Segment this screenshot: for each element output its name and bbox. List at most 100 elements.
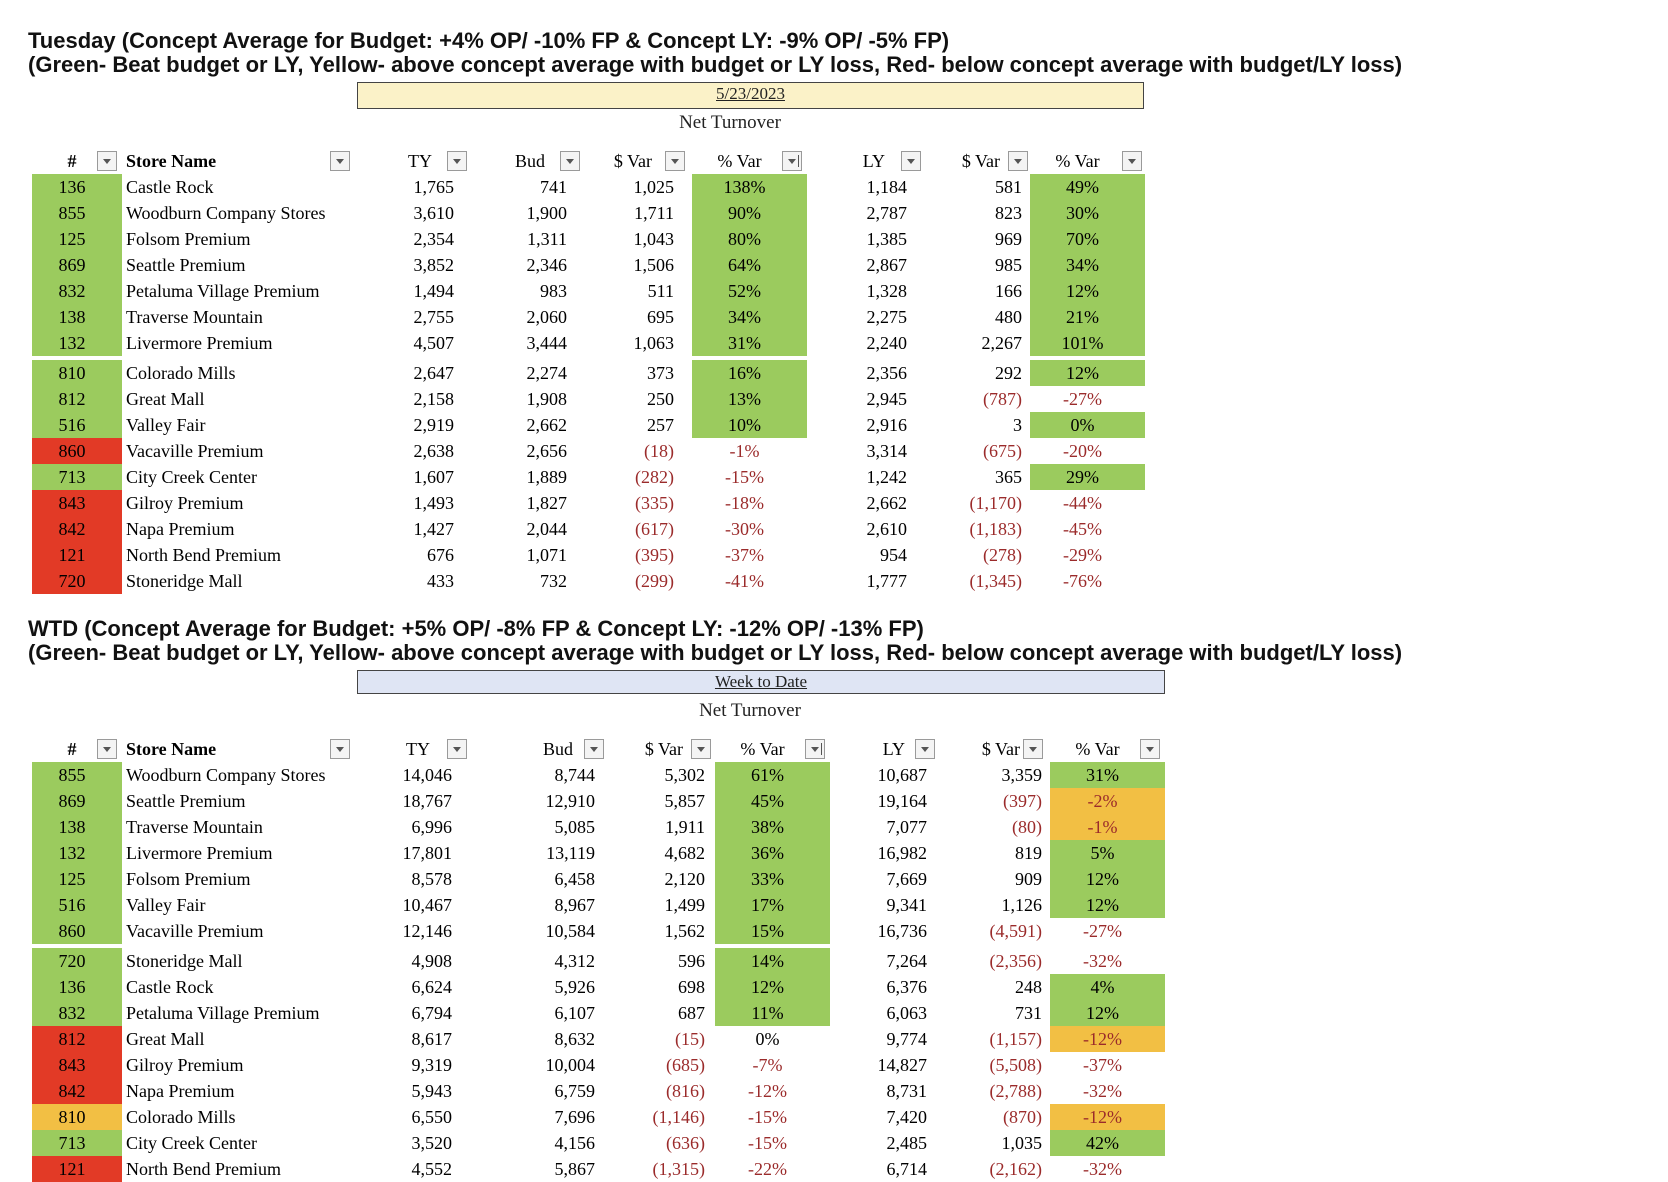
budget-pct-var-cell: -15% — [748, 1107, 787, 1127]
filter-dropdown-icon[interactable] — [584, 739, 604, 759]
ly-value-cell: 2,240 — [866, 333, 908, 353]
budget-value-cell: 10,004 — [545, 1055, 596, 1075]
store-name-cell: Woodburn Company Stores — [126, 765, 326, 785]
budget-pct-var-cell: -15% — [725, 467, 764, 487]
filter-dropdown-icon[interactable] — [97, 739, 117, 759]
budget-pct-var-cell: 15% — [715, 918, 830, 944]
budget-dollar-var-cell: 4,682 — [664, 843, 706, 863]
budget-value-cell: 1,827 — [526, 493, 568, 513]
table-row: 136 Castle Rock 1,765 741 1,025 138% 1,184 581 4… — [0, 174, 1668, 200]
ly-value-cell: 7,669 — [886, 869, 928, 889]
table-row: 121 North Bend Premium 676 1,071 (395) -37% 95… — [0, 542, 1668, 568]
filter-dropdown-icon[interactable] — [1008, 151, 1028, 171]
store-name-cell: Colorado Mills — [126, 1107, 236, 1127]
table-row: 832 Petaluma Village Premium 1,494 983 511 52… — [0, 278, 1668, 304]
ly-value-cell: 7,420 — [886, 1107, 928, 1127]
ly-value-cell: 1,328 — [866, 281, 908, 301]
budget-dollar-var-cell: 698 — [678, 977, 705, 997]
budget-dollar-var-cell: (617) — [635, 519, 674, 539]
budget-value-cell: 4,156 — [554, 1133, 596, 1153]
table-row: 720 Stoneridge Mall 433 732 (299) -41% 1,777 (1… — [0, 568, 1668, 594]
budget-value-cell: 7,696 — [554, 1107, 596, 1127]
filter-dropdown-icon[interactable] — [447, 739, 467, 759]
sort-descending-filter-icon[interactable] — [782, 151, 802, 171]
budget-value-cell: 2,060 — [526, 307, 568, 327]
section-title: WTD (Concept Average for Budget: +5% OP/… — [28, 616, 924, 641]
filter-dropdown-icon[interactable] — [901, 151, 921, 171]
ly-dollar-var-cell: (2,356) — [989, 951, 1043, 971]
store-number-cell: 812 — [32, 386, 122, 412]
ly-pct-var-cell: 30% — [1030, 200, 1145, 226]
ty-value-cell: 2,354 — [413, 229, 455, 249]
ly-value-cell: 1,184 — [866, 177, 908, 197]
ly-pct-var-cell: 34% — [1030, 252, 1145, 278]
color-legend-note: (Green- Beat budget or LY, Yellow- above… — [28, 640, 1403, 665]
store-number-cell: 125 — [32, 866, 122, 892]
table-row: 855 Woodburn Company Stores 3,610 1,900 1,71… — [0, 200, 1668, 226]
budget-pct-var-cell: 90% — [692, 200, 807, 226]
budget-pct-var-cell: 14% — [715, 948, 830, 974]
column-header-number: # — [67, 739, 77, 759]
column-header-ly-pct-var: % Var — [1075, 739, 1120, 759]
filter-dropdown-icon[interactable] — [1023, 739, 1043, 759]
store-number-cell: 516 — [32, 892, 122, 918]
budget-pct-var-cell: -41% — [725, 571, 764, 591]
ly-pct-var-cell: 12% — [1050, 866, 1165, 892]
ly-dollar-var-cell: 248 — [1015, 977, 1042, 997]
ly-value-cell: 1,385 — [866, 229, 908, 249]
ty-value-cell: 4,908 — [411, 951, 453, 971]
filter-dropdown-icon[interactable] — [691, 739, 711, 759]
store-name-cell: North Bend Premium — [126, 1159, 281, 1179]
table-row: 136 Castle Rock 6,624 5,926 698 12% 6,376 248 4% — [0, 974, 1668, 1000]
ly-dollar-var-cell: (2,162) — [989, 1159, 1043, 1179]
ly-dollar-var-cell: 3 — [1013, 415, 1022, 435]
budget-pct-var-cell: 52% — [692, 278, 807, 304]
budget-dollar-var-cell: 5,302 — [664, 765, 706, 785]
store-name-cell: Valley Fair — [126, 895, 206, 915]
sort-descending-filter-icon[interactable] — [805, 739, 825, 759]
budget-dollar-var-cell: 1,911 — [665, 817, 705, 837]
column-header-ly-pct-var: % Var — [1055, 151, 1100, 171]
filter-dropdown-icon[interactable] — [330, 151, 350, 171]
store-name-cell: Woodburn Company Stores — [126, 203, 326, 223]
ly-value-cell: 6,714 — [886, 1159, 928, 1179]
budget-value-cell: 5,926 — [554, 977, 596, 997]
budget-pct-var-cell: 45% — [715, 788, 830, 814]
store-number-cell: 121 — [32, 1156, 122, 1182]
filter-dropdown-icon[interactable] — [330, 739, 350, 759]
budget-pct-var-cell: 31% — [692, 330, 807, 356]
table-row: 843 Gilroy Premium 1,493 1,827 (335) -18% 2,66… — [0, 490, 1668, 516]
store-name-cell: Castle Rock — [126, 177, 214, 197]
store-number-cell: 136 — [32, 974, 122, 1000]
budget-pct-var-cell: 11% — [715, 1000, 830, 1026]
filter-dropdown-icon[interactable] — [97, 151, 117, 171]
table-header-row: # Store Name TY Bud $ Var % Var LY $ Var % Var — [0, 736, 1668, 762]
filter-dropdown-icon[interactable] — [915, 739, 935, 759]
ly-pct-var-cell: 12% — [1030, 278, 1145, 304]
ly-dollar-var-cell: 1,035 — [1001, 1133, 1043, 1153]
budget-value-cell: 1,908 — [526, 389, 568, 409]
ly-value-cell: 2,610 — [866, 519, 908, 539]
budget-dollar-var-cell: 1,506 — [633, 255, 675, 275]
metric-subtitle: Net Turnover — [699, 700, 801, 721]
filter-dropdown-icon[interactable] — [1140, 739, 1160, 759]
ly-value-cell: 2,945 — [866, 389, 908, 409]
store-number-cell: 132 — [32, 330, 122, 356]
budget-value-cell: 8,632 — [554, 1029, 596, 1049]
budget-value-cell: 5,085 — [554, 817, 596, 837]
budget-pct-var-cell: 34% — [692, 304, 807, 330]
store-number-cell: 855 — [32, 762, 122, 788]
table-row: 125 Folsom Premium 8,578 6,458 2,120 33% 7,669… — [0, 866, 1668, 892]
budget-value-cell: 5,867 — [554, 1159, 596, 1179]
ty-value-cell: 18,767 — [402, 791, 453, 811]
ty-value-cell: 17,801 — [402, 843, 453, 863]
filter-dropdown-icon[interactable] — [447, 151, 467, 171]
filter-dropdown-icon[interactable] — [560, 151, 580, 171]
filter-dropdown-icon[interactable] — [1122, 151, 1142, 171]
store-name-cell: Napa Premium — [126, 1081, 235, 1101]
ty-value-cell: 2,755 — [413, 307, 455, 327]
filter-dropdown-icon[interactable] — [665, 151, 685, 171]
ly-pct-var-cell: -2% — [1050, 788, 1165, 814]
ty-value-cell: 3,610 — [413, 203, 455, 223]
store-number-cell: 125 — [32, 226, 122, 252]
